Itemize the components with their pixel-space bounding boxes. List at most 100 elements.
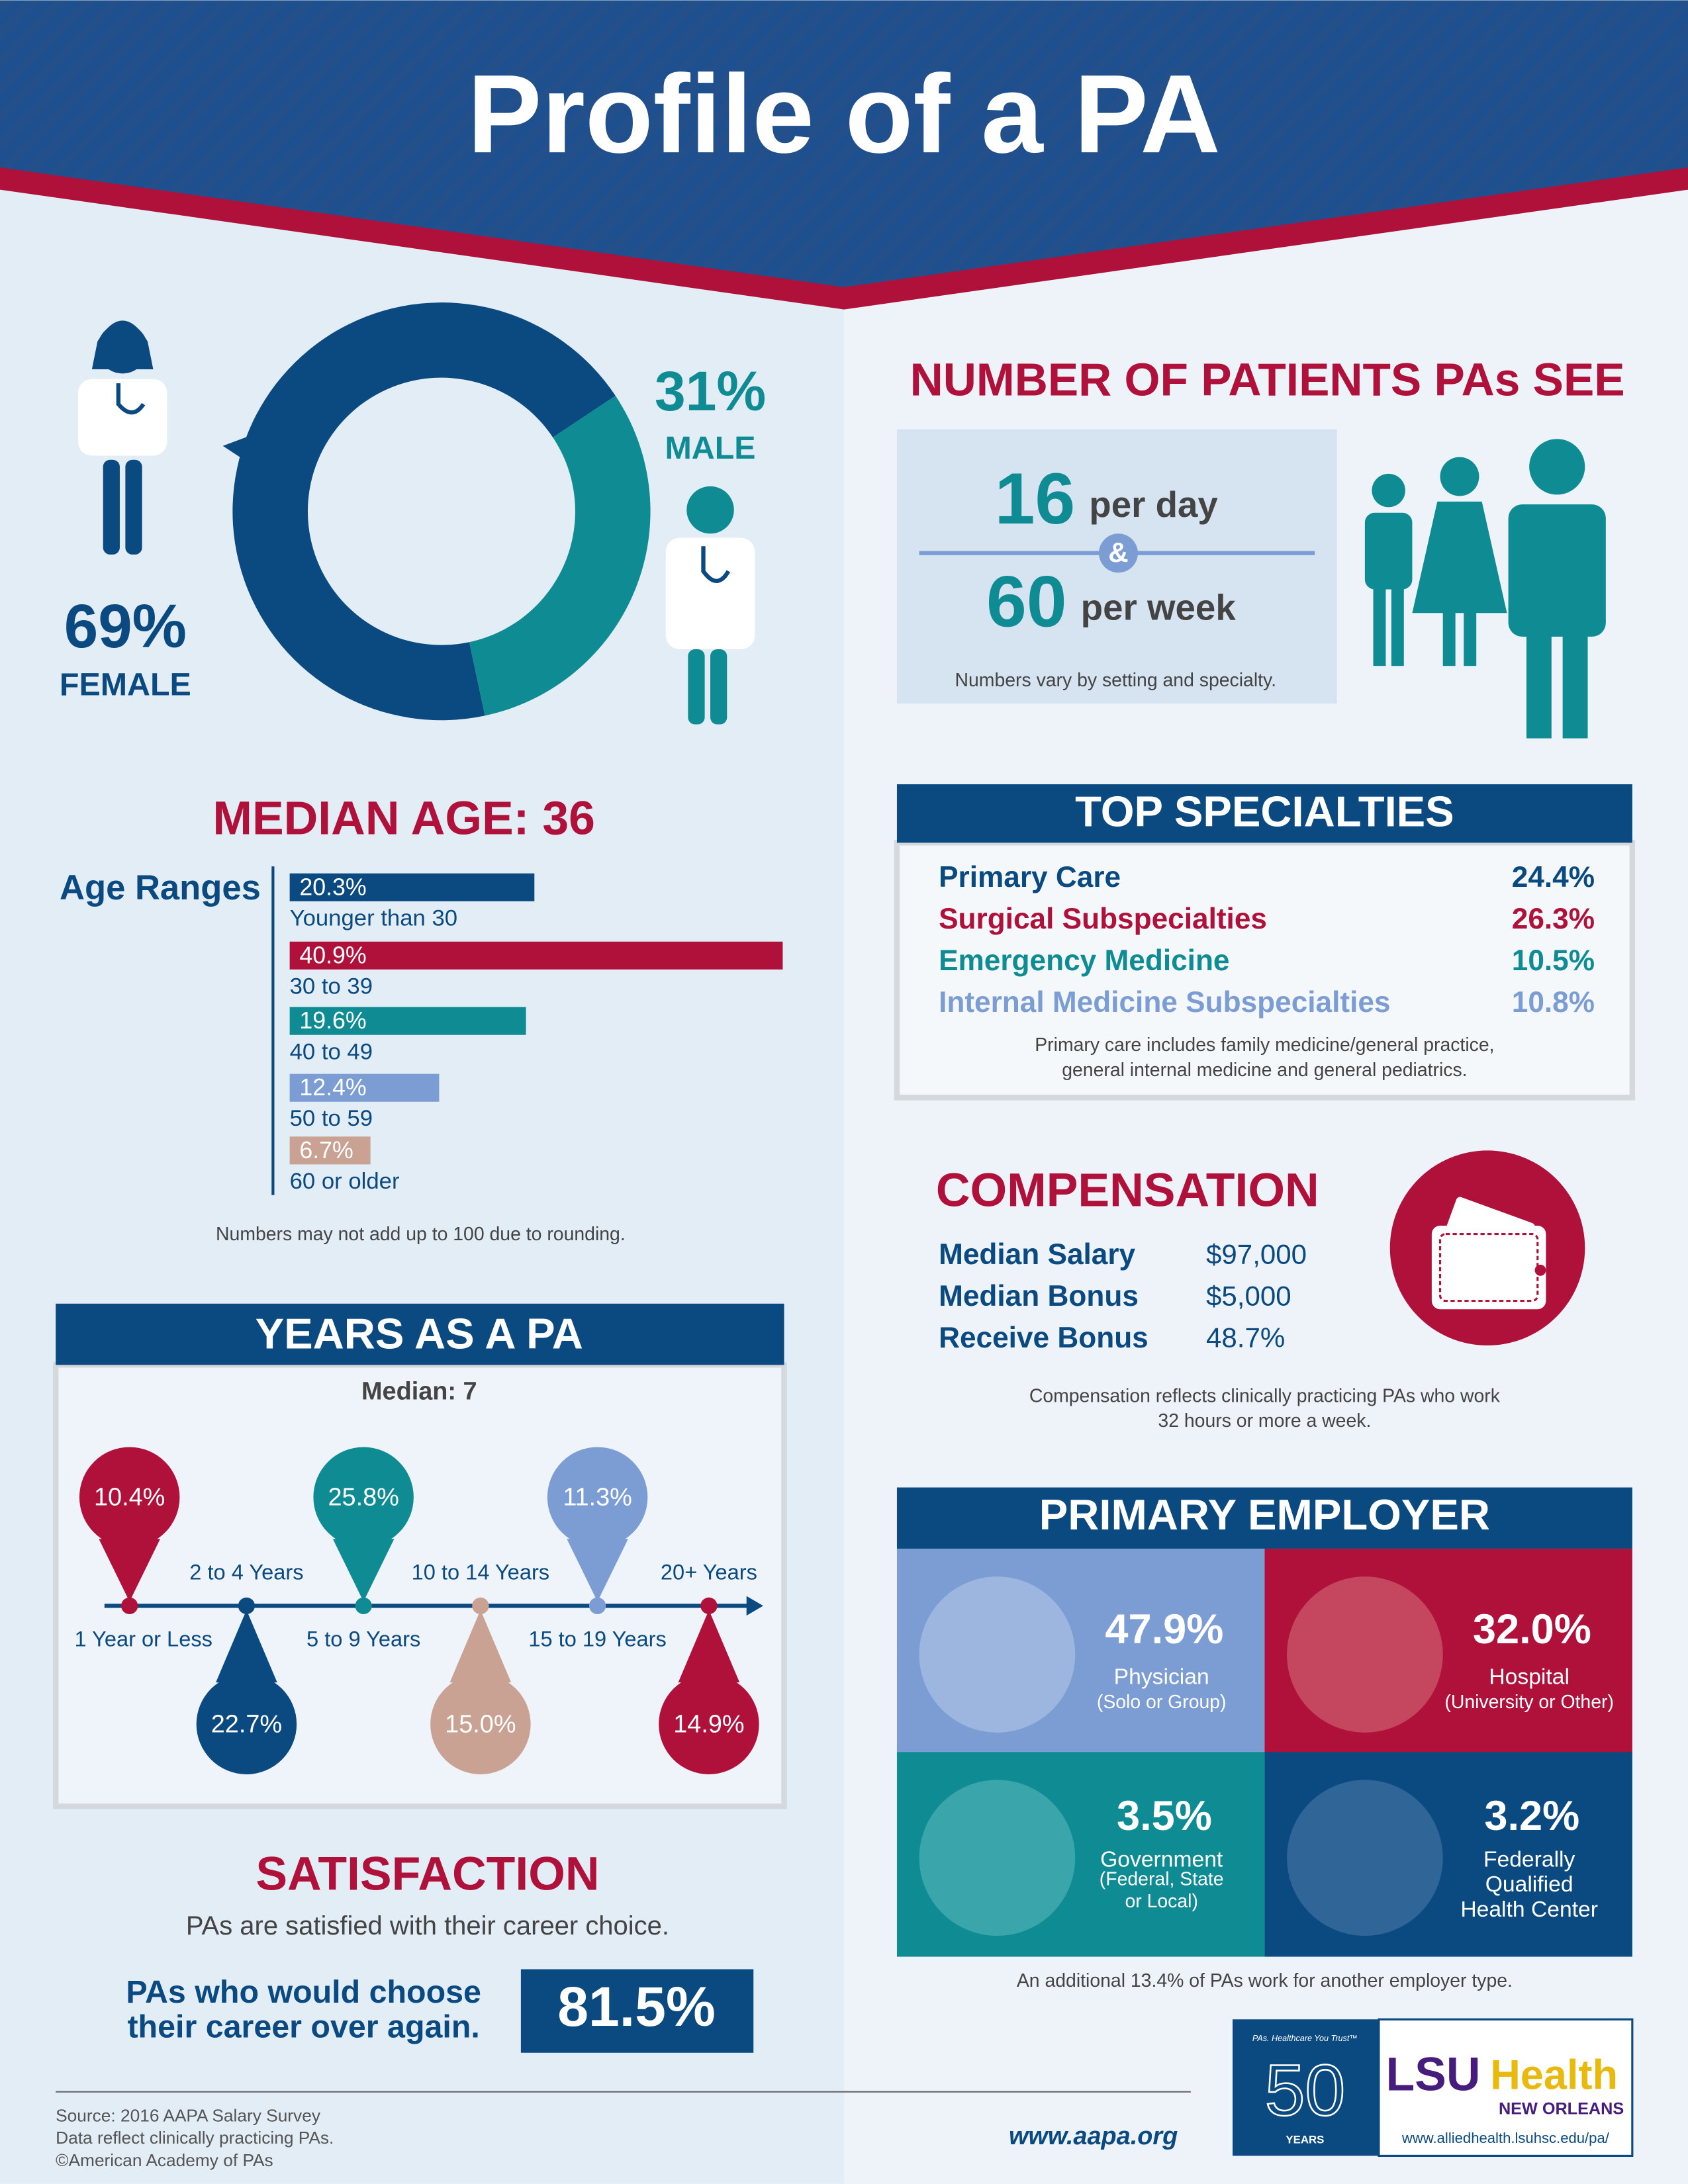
- years-title: YEARS AS A PA: [256, 1310, 583, 1358]
- aapa-years: YEARS: [1286, 2134, 1324, 2146]
- bar-value: 19.6%: [299, 1007, 366, 1034]
- bar-category: 50 to 59: [290, 1106, 373, 1131]
- specialties-title: TOP SPECIALTIES: [1075, 788, 1454, 836]
- bar: [289, 941, 783, 970]
- male-value: 31%: [655, 360, 766, 422]
- timeline-dot: [588, 1597, 606, 1614]
- specialties-note: Primary care includes family medicine/ge…: [1035, 1034, 1494, 1056]
- timeline-dot: [472, 1597, 489, 1614]
- pin: [547, 1447, 648, 1547]
- donut-slice: [469, 396, 651, 716]
- specialties-note: general internal medicine and general pe…: [1062, 1060, 1467, 1081]
- specialty-name: Primary Care: [939, 861, 1121, 893]
- timeline-dot: [700, 1597, 718, 1614]
- specialties-header: [896, 784, 1632, 843]
- compensation-label: Median Salary: [939, 1238, 1135, 1271]
- source: Source: 2016 AAPA Salary Survey: [56, 2105, 321, 2125]
- timeline-category: 2 to 4 Years: [189, 1560, 303, 1584]
- bar-category: Younger than 30: [290, 905, 457, 931]
- pin: [659, 1674, 759, 1774]
- timeline-category: 1 Year or Less: [74, 1627, 212, 1651]
- timeline-category: 10 to 14 Years: [412, 1560, 550, 1584]
- pin-tail: [332, 1539, 395, 1602]
- age-subtitle: Age Ranges: [60, 868, 261, 907]
- header-chevron: [0, 164, 1688, 310]
- lsu-logo: [1378, 2018, 1634, 2158]
- compensation-value: 48.7%: [1206, 1322, 1285, 1353]
- satisfaction-box: [520, 1969, 754, 2053]
- bar: [289, 873, 535, 901]
- bar: [289, 1073, 440, 1102]
- pin-value: 22.7%: [211, 1710, 282, 1738]
- male-icon: [665, 486, 755, 725]
- female-icon: [77, 320, 167, 555]
- compensation-value: $5,000: [1206, 1280, 1291, 1311]
- compensation-note: 32 hours or more a week.: [1158, 1410, 1371, 1432]
- specialty-value: 24.4%: [1512, 861, 1595, 893]
- satisfaction-title: SATISFACTION: [256, 1848, 599, 1901]
- employer-value: 3.2%: [1484, 1793, 1579, 1839]
- specialties-list: Primary Care 24.4% Surgical Subspecialties…: [939, 861, 1595, 1081]
- lsu-health: Health: [1490, 2052, 1618, 2098]
- aapa-url[interactable]: www.aapa.org: [1009, 2122, 1178, 2150]
- female-label: FEMALE: [60, 667, 191, 703]
- pin-value: 25.8%: [328, 1483, 399, 1511]
- years-header: [56, 1303, 784, 1365]
- employer-label: (University or Other): [1444, 1692, 1614, 1713]
- page-title: Profile of a PA: [467, 52, 1221, 176]
- satisfaction-value: 81.5%: [557, 1976, 716, 2038]
- timeline-category: 15 to 19 Years: [528, 1627, 667, 1651]
- employer-tiles: 47.9% Physician(Solo or Group) 32.0% Hospit…: [896, 1549, 1632, 1957]
- specialty-name: Surgical Subspecialties: [939, 903, 1267, 935]
- employer-value: 3.5%: [1117, 1793, 1212, 1839]
- pin-tail: [678, 1610, 740, 1683]
- timeline-dot: [355, 1597, 372, 1614]
- timeline-chart: 10.4% 1 Year or Less 22.7% 2 to 4 Years 25.8…: [74, 1447, 759, 1774]
- patients-daily-unit: per day: [1089, 484, 1218, 525]
- employer-icon: [1287, 1780, 1443, 1936]
- lsu-url[interactable]: www.alliedhealth.lsuhsc.edu/pa/: [1401, 2130, 1610, 2146]
- employer-note: An additional 13.4% of PAs work for anot…: [1017, 1970, 1513, 1991]
- bar-value: 40.9%: [299, 942, 366, 968]
- specialty-value: 26.3%: [1512, 903, 1595, 935]
- bar: [289, 1136, 371, 1165]
- bar-category: 30 to 39: [290, 974, 373, 999]
- bar-value: 20.3%: [299, 874, 366, 900]
- pin-tail: [216, 1610, 277, 1683]
- compensation-title: COMPENSATION: [936, 1163, 1319, 1216]
- bar-category: 40 to 49: [290, 1039, 373, 1064]
- bar-value: 6.7%: [299, 1137, 353, 1163]
- male-label: MALE: [665, 430, 755, 466]
- pin-tail: [449, 1610, 512, 1683]
- specialty-value: 10.5%: [1512, 944, 1595, 977]
- age-title: MEDIAN AGE: 36: [212, 792, 595, 845]
- header-band: [0, 0, 1688, 287]
- pin: [196, 1674, 297, 1774]
- employer-value: 32.0%: [1473, 1606, 1591, 1653]
- employer-icon: [1287, 1576, 1443, 1733]
- female-value: 69%: [64, 592, 187, 660]
- satisfaction-subtitle: PAs are satisfied with their career choi…: [186, 1911, 669, 1940]
- compensation-note: Compensation reflects clinically practic…: [1029, 1385, 1501, 1406]
- aapa-logo: [1233, 2019, 1379, 2156]
- people-icon: [1364, 439, 1606, 739]
- employer-value: 47.9%: [1105, 1606, 1223, 1653]
- specialty-name: Emergency Medicine: [939, 944, 1229, 977]
- compensation-value: $97,000: [1206, 1238, 1307, 1269]
- patients-title: NUMBER OF PATIENTS PAs SEE: [910, 353, 1625, 405]
- satisfaction-statement: their career over again.: [127, 2009, 479, 2045]
- bar-category: 60 or older: [290, 1169, 400, 1194]
- wallet-icon: [1431, 1197, 1546, 1310]
- age-bar-chart: 20.3% Younger than 30 40.9% 30 to 39 19.6% 40…: [289, 873, 783, 1194]
- timeline-dot: [238, 1597, 256, 1614]
- bar-value: 12.4%: [299, 1074, 366, 1101]
- pin-value: 11.3%: [563, 1483, 632, 1511]
- employer-label: Health Center: [1460, 1897, 1598, 1922]
- pin-tail: [567, 1539, 628, 1602]
- compensation-list: Median Salary $97,000 Median Bonus $5,000 Re…: [939, 1238, 1501, 1432]
- employer-label: Hospital: [1489, 1665, 1570, 1690]
- timeline-category: 20+ Years: [661, 1560, 757, 1584]
- specialty-value: 10.8%: [1512, 986, 1595, 1019]
